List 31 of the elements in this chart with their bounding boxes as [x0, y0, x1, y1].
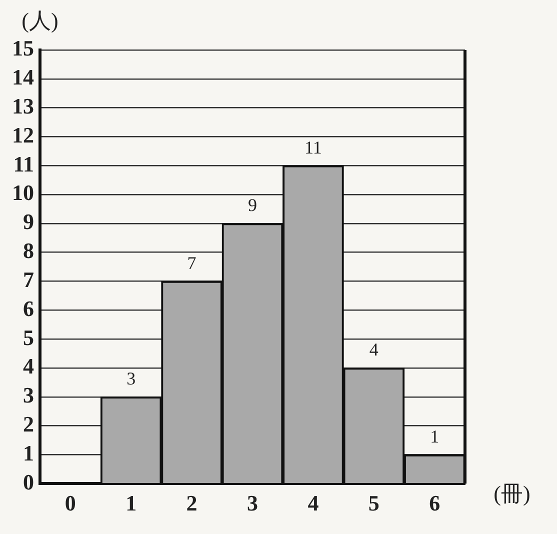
x-tick-label: 0	[64, 490, 76, 516]
x-tick-label: 1	[126, 490, 137, 516]
y-tick-label: 0	[23, 469, 34, 494]
y-tick-label: 9	[23, 209, 34, 234]
x-tick-label: 5	[368, 490, 380, 516]
y-tick-label: 2	[23, 411, 34, 436]
y-tick-label: 4	[23, 354, 34, 379]
data-label: 7	[187, 252, 196, 273]
y-tick-label: 15	[12, 36, 34, 61]
y-tick-label: 14	[12, 64, 34, 90]
y-tick-label: 3	[23, 382, 34, 408]
y-tick-label: 12	[12, 122, 34, 148]
x-tick-label: 4	[308, 490, 319, 516]
y-tick-label: 5	[23, 324, 34, 350]
y-axis-title: (人)	[22, 8, 58, 33]
data-label: 1	[430, 426, 440, 446]
data-label: 9	[248, 195, 257, 216]
data-label: 11	[304, 137, 322, 158]
y-tick-label: 10	[12, 180, 34, 206]
x-tick-label: 3	[247, 490, 258, 516]
y-tick-label: 13	[12, 94, 34, 118]
y-tick-label: 1	[23, 440, 34, 466]
y-tick-label: 11	[13, 151, 34, 176]
y-tick-label: 7	[23, 266, 34, 292]
x-tick-label: 2	[186, 490, 198, 516]
y-tick-label: 8	[23, 238, 34, 264]
x-axis-title: (冊)	[494, 480, 530, 506]
y-tick-label: 6	[23, 296, 34, 321]
data-label: 3	[126, 368, 136, 389]
data-label: 4	[369, 340, 378, 360]
x-tick-label: 6	[429, 490, 440, 516]
